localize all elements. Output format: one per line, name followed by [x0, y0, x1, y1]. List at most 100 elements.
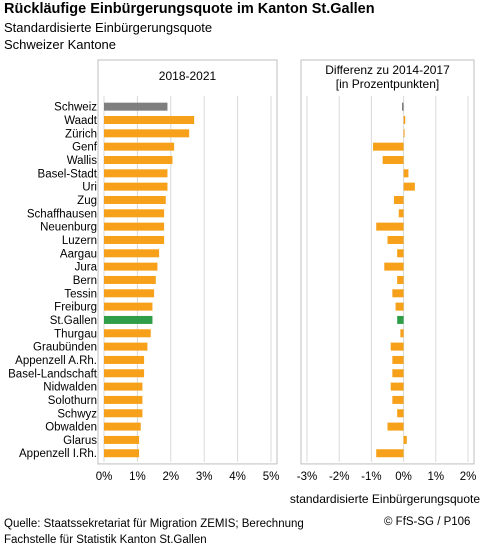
- panel-2-bar: [392, 395, 404, 404]
- category-label: Waadt: [64, 115, 98, 127]
- panel-1-bar: [104, 222, 165, 231]
- panel-2-bar: [373, 142, 404, 151]
- chart-title: Rückläufige Einbürgerungsquote im Kanton…: [4, 1, 375, 17]
- panel-1-bar: [104, 235, 165, 244]
- category-label: Basel-Stadt: [38, 168, 98, 180]
- category-label: Appenzell A.Rh.: [15, 355, 97, 367]
- category-label: Glarus: [63, 435, 97, 447]
- panel-2-frame: [300, 59, 475, 465]
- panel-2-bar: [376, 449, 404, 458]
- category-label: Basel-Landschaft: [8, 368, 98, 380]
- panel-1-bar: [104, 262, 158, 271]
- category-label: Aargau: [60, 248, 97, 260]
- category-label: Uri: [82, 182, 97, 194]
- panel-2-bar: [397, 275, 404, 284]
- panel-1-tick-label: 1%: [129, 471, 146, 483]
- panel-1-bar: [104, 369, 145, 378]
- panel-1-bar: [104, 289, 155, 298]
- copyright: © FfS-SG / P106: [384, 516, 471, 528]
- chart-subtitle-2: Schweizer Kantone: [4, 37, 117, 52]
- panel-2-bar: [403, 182, 415, 191]
- category-label: Nidwalden: [43, 382, 97, 394]
- source-note: Quelle: Staatssekretariat für Migration …: [4, 516, 344, 548]
- category-label: Obwalden: [45, 422, 97, 434]
- panel-1-bar: [104, 382, 143, 391]
- category-label: Wallis: [67, 155, 97, 167]
- category-label: Bern: [73, 275, 97, 287]
- panel-2-tick-label: 1%: [427, 471, 444, 483]
- panel-2-bar: [392, 369, 404, 378]
- panel-2-tick-label: -2%: [329, 471, 349, 483]
- panel-1-tick-label: 5%: [263, 471, 280, 483]
- category-label: Genf: [72, 142, 98, 154]
- panel-1-bar: [104, 195, 166, 204]
- panel-1-tick-label: 2%: [162, 471, 179, 483]
- panel-2-bar: [393, 195, 404, 204]
- category-label: Freiburg: [54, 302, 97, 314]
- panel-1-bar: [104, 395, 143, 404]
- panel-1-frame: [97, 59, 278, 465]
- panel-1-bar: [104, 169, 168, 178]
- panel-1-title: 2018-2021: [159, 69, 217, 83]
- panel-2-bar: [397, 249, 404, 258]
- panel-1-bar: [104, 102, 168, 111]
- panel-1-bar: [104, 315, 153, 324]
- panel-1-tick-label: 4%: [229, 471, 246, 483]
- panel-2-tick-label: -1%: [361, 471, 381, 483]
- panel-2-bar: [403, 129, 405, 138]
- panel-2-tick-label: 0%: [395, 471, 412, 483]
- category-label: St.Gallen: [50, 315, 97, 327]
- category-label: Schwyz: [57, 408, 97, 420]
- panel-2-title-2: [in Prozentpunkten]: [336, 77, 439, 91]
- category-label: Graubünden: [33, 342, 97, 354]
- source-line-1: Quelle: Staatssekretariat für Migration …: [4, 518, 304, 530]
- category-label: Schweiz: [54, 102, 97, 114]
- panel-1-bar: [104, 275, 156, 284]
- panel-1-bar: [104, 342, 148, 351]
- category-label: Neuenburg: [40, 222, 97, 234]
- source-line-2: Fachstelle für Statistik Kanton St.Galle…: [4, 534, 207, 546]
- panel-2-bar: [395, 302, 404, 311]
- category-label: Tessin: [64, 288, 97, 300]
- panel-1-bar: [104, 155, 173, 164]
- panel-1-bar: [104, 422, 141, 431]
- panel-2-bar: [397, 409, 404, 418]
- panel-2-bar: [401, 102, 404, 111]
- panel-2-bar: [387, 235, 404, 244]
- panel-1-bar: [104, 302, 153, 311]
- panel-1-bar: [104, 449, 140, 458]
- category-label: Appenzell I.Rh.: [19, 448, 97, 460]
- panel-2-bar: [390, 382, 404, 391]
- panel-2-bar: [384, 262, 404, 271]
- category-label: Zug: [77, 195, 97, 207]
- panel-2-bar: [387, 422, 404, 431]
- panel-1-bar: [104, 129, 190, 138]
- panel-2-bar: [403, 435, 407, 444]
- panel-2-bar: [398, 209, 404, 218]
- panel-2-bar: [403, 169, 409, 178]
- panel-1-tick-label: 0%: [96, 471, 113, 483]
- panel-2-tick-label: 2%: [460, 471, 477, 483]
- chart-subtitle: Standardisierte Einbürgerungsquote: [4, 20, 213, 35]
- category-label: Schaffhausen: [27, 208, 97, 220]
- panel-2-bar: [390, 342, 404, 351]
- bar-chart: 0% 1% 2% 3% 4% 5% 2018-2021 -3% -2% -1% 0% 1% 2% Diff…: [8, 59, 480, 506]
- panel-2-bar: [392, 355, 404, 364]
- panel-1-tick-label: 3%: [196, 471, 213, 483]
- panel-1-bar: [104, 182, 168, 191]
- panel-1-bar: [104, 209, 165, 218]
- x-axis-label: standardisierte Einbürgerungsquote: [290, 492, 480, 506]
- panel-1-bar: [104, 409, 143, 418]
- category-label: Jura: [75, 262, 98, 274]
- panel-2-bar: [400, 329, 404, 338]
- panel-2-bar: [382, 155, 404, 164]
- panel-2-tick-label: -3%: [297, 471, 317, 483]
- panel-2-bar: [392, 289, 404, 298]
- panel-1-bar: [104, 435, 140, 444]
- panel-1-bar: [104, 329, 151, 338]
- panel-2-bar: [376, 222, 404, 231]
- panel-1-bar: [104, 355, 145, 364]
- category-label: Solothurn: [48, 395, 97, 407]
- panel-1-bar: [104, 142, 175, 151]
- panel-2-title: Differenz zu 2014-2017: [325, 63, 450, 77]
